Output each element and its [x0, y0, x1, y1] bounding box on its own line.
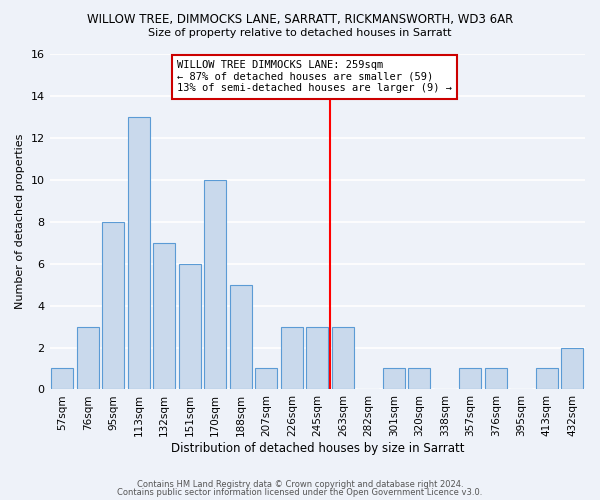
Bar — [409, 368, 430, 390]
Bar — [562, 348, 583, 390]
Bar — [154, 242, 175, 390]
Bar — [383, 368, 404, 390]
Text: Size of property relative to detached houses in Sarratt: Size of property relative to detached ho… — [148, 28, 452, 38]
Bar — [128, 117, 149, 390]
Bar — [307, 326, 328, 390]
Bar — [103, 222, 124, 390]
Bar — [205, 180, 226, 390]
Bar — [52, 368, 73, 390]
Bar — [77, 326, 98, 390]
Bar — [230, 284, 251, 390]
Text: WILLOW TREE DIMMOCKS LANE: 259sqm
← 87% of detached houses are smaller (59)
13% : WILLOW TREE DIMMOCKS LANE: 259sqm ← 87% … — [177, 60, 452, 94]
Text: Contains public sector information licensed under the Open Government Licence v3: Contains public sector information licen… — [118, 488, 482, 497]
Y-axis label: Number of detached properties: Number of detached properties — [15, 134, 25, 310]
X-axis label: Distribution of detached houses by size in Sarratt: Distribution of detached houses by size … — [170, 442, 464, 455]
Bar — [256, 368, 277, 390]
Bar — [460, 368, 481, 390]
Bar — [536, 368, 557, 390]
Text: WILLOW TREE, DIMMOCKS LANE, SARRATT, RICKMANSWORTH, WD3 6AR: WILLOW TREE, DIMMOCKS LANE, SARRATT, RIC… — [87, 12, 513, 26]
Text: Contains HM Land Registry data © Crown copyright and database right 2024.: Contains HM Land Registry data © Crown c… — [137, 480, 463, 489]
Bar — [179, 264, 200, 390]
Bar — [332, 326, 353, 390]
Bar — [281, 326, 302, 390]
Bar — [485, 368, 506, 390]
